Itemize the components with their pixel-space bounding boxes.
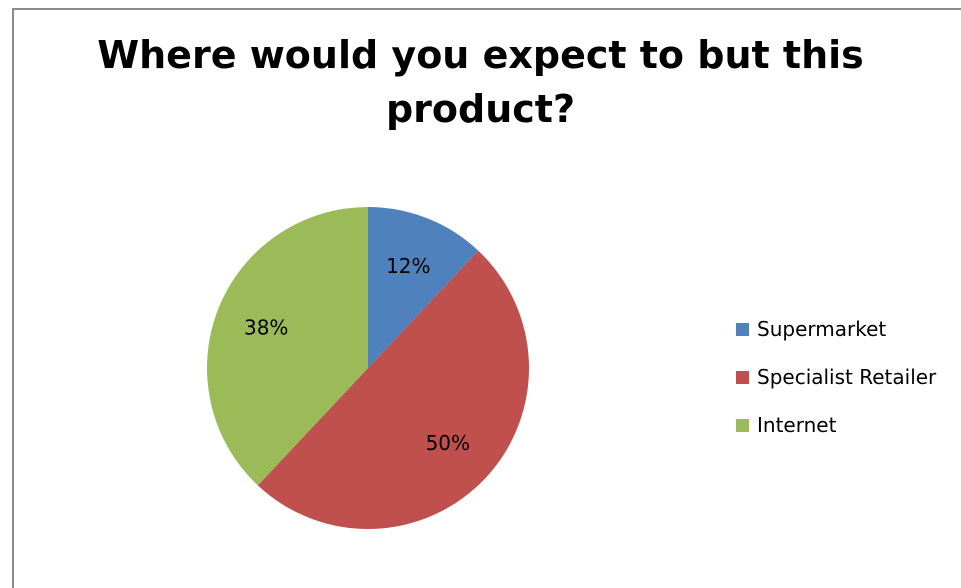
legend-label-internet: Internet xyxy=(757,413,837,437)
legend-item-supermarket: Supermarket xyxy=(736,305,936,353)
pie-slice-internet xyxy=(206,207,368,486)
legend-item-internet: Internet xyxy=(736,401,936,449)
legend-item-specialist-retailer: Specialist Retailer xyxy=(736,353,936,401)
data-label-specialist-retailer: 50% xyxy=(426,431,470,455)
data-label-supermarket: 12% xyxy=(386,254,430,278)
data-label-internet: 38% xyxy=(244,316,288,340)
chart-frame xyxy=(12,8,961,588)
legend-label-specialist-retailer: Specialist Retailer xyxy=(757,365,937,389)
legend-swatch-supermarket xyxy=(736,322,749,336)
chart-title-line-2: product? xyxy=(385,87,576,131)
legend-swatch-internet xyxy=(736,418,749,432)
chart-title-line-1: Where would you expect to but this xyxy=(97,33,864,77)
legend-swatch-specialist-retailer xyxy=(736,370,749,384)
pie-slice-supermarket xyxy=(368,207,479,368)
chart-title: Where would you expect to but this produ… xyxy=(0,28,961,136)
legend: Supermarket Specialist Retailer Internet xyxy=(736,305,936,449)
pie-slice-specialist-retailer xyxy=(257,250,529,529)
legend-label-supermarket: Supermarket xyxy=(757,317,887,341)
